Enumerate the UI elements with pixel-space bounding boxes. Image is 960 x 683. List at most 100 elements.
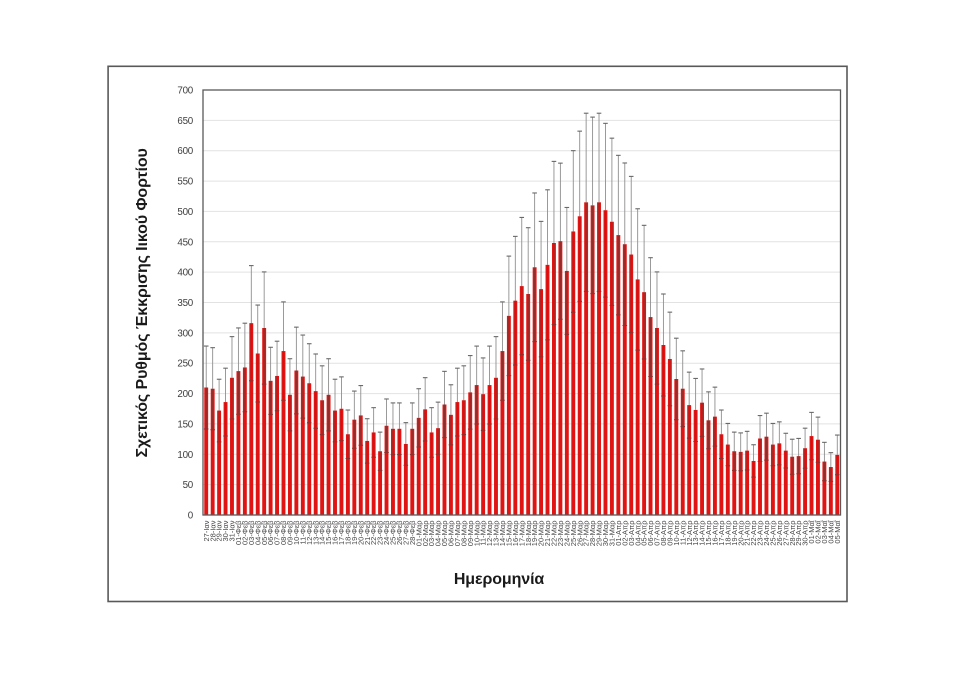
svg-text:15-Φεβ: 15-Φεβ	[324, 520, 333, 545]
svg-text:08-Μαρ: 08-Μαρ	[459, 521, 468, 547]
svg-text:600: 600	[177, 146, 193, 157]
svg-text:10-Απρ: 10-Απρ	[672, 521, 681, 546]
svg-text:09-Απρ: 09-Απρ	[665, 521, 674, 546]
svg-text:04-Μαΐ: 04-Μαΐ	[826, 520, 835, 543]
svg-text:15-Μαρ: 15-Μαρ	[504, 521, 513, 547]
svg-text:500: 500	[177, 207, 193, 218]
svg-text:19-Φεβ: 19-Φεβ	[350, 520, 359, 545]
svg-text:28-Απρ: 28-Απρ	[788, 521, 797, 546]
svg-text:06-Απρ: 06-Απρ	[646, 521, 655, 546]
svg-text:16-Φεβ: 16-Φεβ	[331, 520, 340, 545]
svg-text:24-Φεβ: 24-Φεβ	[382, 520, 391, 545]
svg-text:02-Απρ: 02-Απρ	[620, 521, 629, 546]
svg-text:20-Φεβ: 20-Φεβ	[356, 520, 365, 545]
svg-text:250: 250	[177, 359, 193, 370]
svg-text:19-Μαρ: 19-Μαρ	[530, 521, 539, 547]
svg-text:13-Απρ: 13-Απρ	[691, 521, 700, 546]
svg-text:06-Φεβ: 06-Φεβ	[266, 520, 275, 545]
svg-text:26-Φεβ: 26-Φεβ	[395, 520, 404, 545]
svg-text:18-Μαρ: 18-Μαρ	[524, 521, 533, 547]
svg-text:02-Μαΐ: 02-Μαΐ	[814, 520, 823, 543]
svg-text:05-Φεβ: 05-Φεβ	[260, 520, 269, 545]
svg-text:21-Απρ: 21-Απρ	[743, 521, 752, 546]
svg-text:17-Απρ: 17-Απρ	[717, 521, 726, 546]
svg-text:12-Μαρ: 12-Μαρ	[485, 521, 494, 547]
svg-text:650: 650	[177, 116, 193, 127]
svg-text:21-Μαρ: 21-Μαρ	[543, 521, 552, 547]
svg-text:150: 150	[177, 419, 193, 430]
svg-text:450: 450	[177, 237, 193, 248]
svg-text:14-Απρ: 14-Απρ	[698, 521, 707, 546]
svg-text:50: 50	[183, 480, 194, 491]
svg-text:03-Απρ: 03-Απρ	[627, 521, 636, 546]
svg-text:17-Μαρ: 17-Μαρ	[517, 521, 526, 547]
svg-text:10-Μαρ: 10-Μαρ	[472, 521, 481, 547]
svg-text:15-Απρ: 15-Απρ	[704, 521, 713, 546]
svg-text:17-Φεβ: 17-Φεβ	[337, 520, 346, 545]
svg-text:04-Απρ: 04-Απρ	[633, 521, 642, 546]
svg-text:14-Φεβ: 14-Φεβ	[318, 520, 327, 545]
svg-text:24-Απρ: 24-Απρ	[762, 521, 771, 546]
svg-text:31-Μαρ: 31-Μαρ	[608, 521, 617, 547]
svg-text:09-Μαρ: 09-Μαρ	[466, 521, 475, 547]
svg-text:20-Απρ: 20-Απρ	[736, 521, 745, 546]
svg-text:07-Απρ: 07-Απρ	[653, 521, 662, 546]
svg-text:11-Απρ: 11-Απρ	[678, 521, 687, 546]
svg-text:04-Μαρ: 04-Μαρ	[434, 521, 443, 547]
svg-text:27-Φεβ: 27-Φεβ	[401, 520, 410, 545]
svg-text:20-Μαρ: 20-Μαρ	[537, 521, 546, 547]
svg-text:28-Φεβ: 28-Φεβ	[408, 520, 417, 545]
svg-text:29-Ιαν: 29-Ιαν	[215, 520, 224, 541]
svg-text:23-Φεβ: 23-Φεβ	[376, 520, 385, 545]
svg-text:05-Μαΐ: 05-Μαΐ	[833, 520, 842, 543]
svg-text:Ημερομηνία: Ημερομηνία	[454, 571, 545, 588]
svg-text:02-Φεβ: 02-Φεβ	[240, 520, 249, 545]
svg-text:29-Απρ: 29-Απρ	[794, 521, 803, 546]
svg-text:22-Απρ: 22-Απρ	[749, 521, 758, 546]
svg-text:18-Απρ: 18-Απρ	[723, 521, 732, 546]
svg-text:03-Μαρ: 03-Μαρ	[427, 521, 436, 547]
svg-text:27-Απρ: 27-Απρ	[781, 521, 790, 546]
svg-text:13-Μαρ: 13-Μαρ	[492, 521, 501, 547]
svg-text:30-Απρ: 30-Απρ	[801, 521, 810, 546]
svg-text:05-Απρ: 05-Απρ	[640, 521, 649, 546]
svg-text:23-Απρ: 23-Απρ	[756, 521, 765, 546]
svg-text:100: 100	[177, 450, 193, 461]
svg-text:13-Φεβ: 13-Φεβ	[311, 520, 320, 545]
svg-text:22-Μαρ: 22-Μαρ	[550, 521, 559, 547]
svg-text:30-Μαρ: 30-Μαρ	[601, 521, 610, 547]
svg-text:09-Φεβ: 09-Φεβ	[286, 520, 295, 545]
svg-text:26-Μαρ: 26-Μαρ	[575, 521, 584, 547]
svg-text:03-Φεβ: 03-Φεβ	[247, 520, 256, 545]
svg-text:31-Ιαν: 31-Ιαν	[228, 520, 237, 541]
svg-text:03-Μαΐ: 03-Μαΐ	[820, 520, 829, 543]
svg-text:08-Φεβ: 08-Φεβ	[279, 520, 288, 545]
svg-text:16-Απρ: 16-Απρ	[711, 521, 720, 546]
svg-text:08-Απρ: 08-Απρ	[659, 521, 668, 546]
svg-text:01-Φεβ: 01-Φεβ	[234, 520, 243, 545]
svg-text:27-Μαρ: 27-Μαρ	[582, 521, 591, 547]
svg-text:10-Φεβ: 10-Φεβ	[292, 520, 301, 545]
svg-text:700: 700	[177, 86, 193, 97]
svg-text:19-Απρ: 19-Απρ	[730, 521, 739, 546]
svg-text:07-Φεβ: 07-Φεβ	[273, 520, 282, 545]
svg-text:14-Μαρ: 14-Μαρ	[498, 521, 507, 547]
svg-text:25-Φεβ: 25-Φεβ	[389, 520, 398, 545]
svg-text:11-Μαρ: 11-Μαρ	[479, 521, 488, 546]
svg-text:11-Φεβ: 11-Φεβ	[298, 520, 307, 545]
svg-text:29-Μαρ: 29-Μαρ	[595, 521, 604, 547]
svg-text:0: 0	[188, 511, 194, 522]
svg-text:07-Μαρ: 07-Μαρ	[453, 521, 462, 547]
svg-text:18-Φεβ: 18-Φεβ	[343, 520, 352, 545]
svg-text:01-Μαρ: 01-Μαρ	[414, 521, 423, 547]
svg-text:01-Απρ: 01-Απρ	[614, 521, 623, 546]
svg-text:21-Φεβ: 21-Φεβ	[363, 520, 372, 545]
svg-text:01-Μαΐ: 01-Μαΐ	[807, 520, 816, 543]
svg-text:400: 400	[177, 268, 193, 279]
svg-text:28-Ιαν: 28-Ιαν	[208, 520, 217, 541]
svg-text:26-Απρ: 26-Απρ	[775, 521, 784, 546]
svg-text:550: 550	[177, 177, 193, 188]
svg-text:16-Μαρ: 16-Μαρ	[511, 521, 520, 547]
svg-text:12-Φεβ: 12-Φεβ	[305, 520, 314, 545]
svg-text:23-Μαρ: 23-Μαρ	[556, 521, 565, 547]
